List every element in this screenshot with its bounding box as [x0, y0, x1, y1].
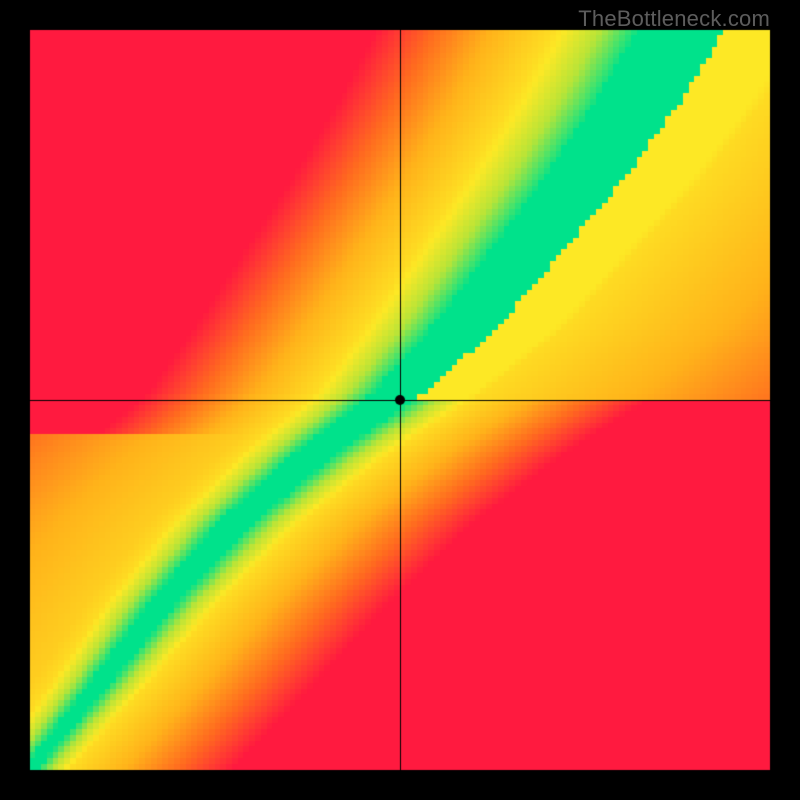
watermark-text: TheBottleneck.com — [578, 6, 770, 32]
bottleneck-heatmap — [0, 0, 800, 800]
chart-container: TheBottleneck.com — [0, 0, 800, 800]
